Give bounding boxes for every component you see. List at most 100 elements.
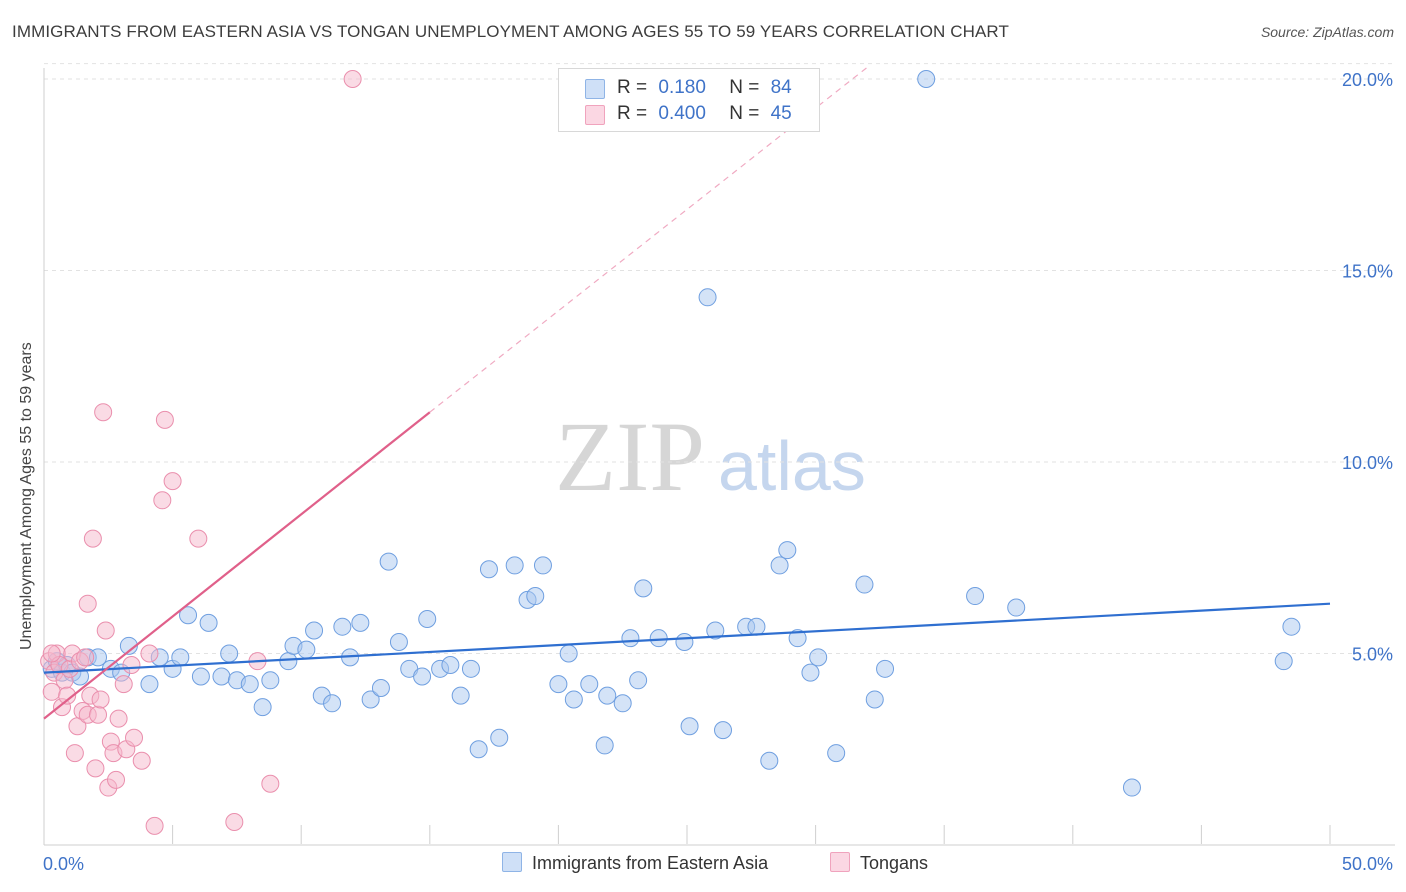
x-tick-label: 0.0% [43,854,84,874]
data-point [770,556,789,575]
y-tick-label: 20.0% [1342,70,1393,90]
data-point [153,491,172,510]
data-point [297,640,316,659]
data-point [389,633,408,652]
data-point [155,410,174,429]
data-point [966,587,985,606]
watermark: ZIP atlas [555,401,866,512]
data-point [649,629,668,648]
data-point [89,705,108,724]
data-point [698,288,717,307]
data-point [343,70,362,88]
data-point [122,655,141,674]
data-point [261,774,280,793]
data-point [827,744,846,763]
data-point [191,667,210,686]
data-point [559,644,578,663]
data-point [469,740,488,759]
data-point [809,648,828,667]
r-label: R = [617,103,648,124]
data-point [788,629,807,648]
data-point [163,472,182,491]
legend-swatch-tongans [585,105,605,125]
data-point [91,690,110,709]
watermark-zip: ZIP [555,401,705,512]
data-point [461,659,480,678]
x-tick-label: 50.0% [1342,854,1393,874]
trend-lines [43,67,1331,720]
data-point [361,690,380,709]
legend-item-tongans: Tongans [830,852,928,874]
data-point [199,613,218,632]
data-point [78,594,97,613]
data-point [613,694,632,713]
r-label: R = [617,77,648,98]
data-point [253,698,272,717]
data-point [107,770,126,789]
data-point [533,556,552,575]
data-point [379,552,398,571]
source-label: Source: ZipAtlas.com [1260,24,1394,40]
legend-item-asia: Immigrants from Eastern Asia [502,852,768,874]
data-point [351,613,370,632]
data-point [564,690,583,709]
n-label: N = [729,103,760,124]
data-point [212,667,231,686]
data-point [418,610,437,629]
data-point [76,648,95,667]
watermark-atlas: atlas [718,427,866,505]
data-point [83,529,102,548]
data-point [801,663,820,682]
data-point [580,675,599,694]
data-point [333,617,352,636]
data-point [171,648,190,667]
data-point [140,675,159,694]
chart-title: IMMIGRANTS FROM EASTERN ASIA VS TONGAN U… [12,22,1009,41]
data-point [132,751,151,770]
y-axis-label: Unemployment Among Ages 55 to 59 years [18,342,35,650]
tick-labels: 5.0% 10.0% 15.0% 20.0% 0.0% 50.0% [43,70,1393,874]
data-point [505,556,524,575]
data-point [261,671,280,690]
data-point [96,621,115,640]
data-series [40,70,1301,835]
data-point [876,659,895,678]
data-point [549,675,568,694]
data-point [526,587,545,606]
data-point [451,686,470,705]
data-point [371,678,390,697]
n-label: N = [729,77,760,98]
data-point [225,813,244,832]
data-point [706,621,725,640]
y-tick-label: 15.0% [1342,262,1393,282]
y-tick-label: 5.0% [1352,645,1393,665]
axes [43,68,1395,846]
data-point [114,675,133,694]
data-point [441,655,460,674]
data-point [240,675,259,694]
data-point [629,671,648,690]
data-point [1282,617,1301,636]
data-point [145,816,164,835]
n-value: 45 [770,103,792,124]
data-point [65,744,84,763]
data-point [42,644,61,663]
legend-swatch-tongans [830,852,850,872]
data-point [189,529,208,548]
data-point [279,652,298,671]
data-point [675,633,694,652]
y-tick-label: 10.0% [1342,453,1393,473]
data-point [917,70,936,88]
data-point [413,667,432,686]
data-point [747,617,766,636]
data-point [323,694,342,713]
data-point [855,575,874,594]
data-point [621,629,640,648]
data-point [140,644,159,663]
data-point [94,403,113,422]
legend-label-tongans: Tongans [860,853,929,873]
data-point [1122,778,1141,797]
data-point [1274,652,1293,671]
data-point [125,728,144,747]
